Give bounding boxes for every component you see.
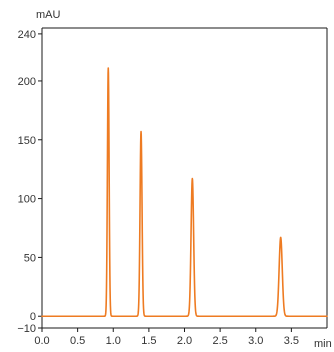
- x-tick-label: 0.0: [34, 335, 49, 347]
- y-tick-label: 50: [24, 252, 36, 264]
- x-tick-label: 0.5: [70, 335, 85, 347]
- y-axis-label: mAU: [36, 9, 61, 21]
- chromatogram-trace: [41, 67, 328, 318]
- y-axis-ticks: −100 50 100 150 200 240: [17, 29, 42, 335]
- y-tick-label: 150: [18, 135, 36, 147]
- x-axis-label: min: [314, 338, 332, 350]
- y-tick-label: 200: [18, 76, 36, 88]
- y-tick-label: 240: [18, 29, 36, 41]
- x-tick-label: 3.0: [248, 335, 263, 347]
- y-tick-label: 0: [30, 311, 36, 323]
- x-tick-label: 3.5: [284, 335, 299, 347]
- x-tick-label: 2.0: [177, 335, 192, 347]
- y-tick-label: −10: [17, 323, 36, 335]
- x-axis-ticks: 0.0 0.5 1.0 1.5 2.0 2.5 3.0 3.5: [34, 328, 299, 347]
- x-tick-label: 1.0: [106, 335, 121, 347]
- x-tick-label: 2.5: [212, 335, 227, 347]
- x-tick-label: 1.5: [141, 335, 156, 347]
- y-tick-label: 100: [18, 194, 36, 206]
- series-group: [41, 67, 328, 318]
- axes: [41, 27, 328, 329]
